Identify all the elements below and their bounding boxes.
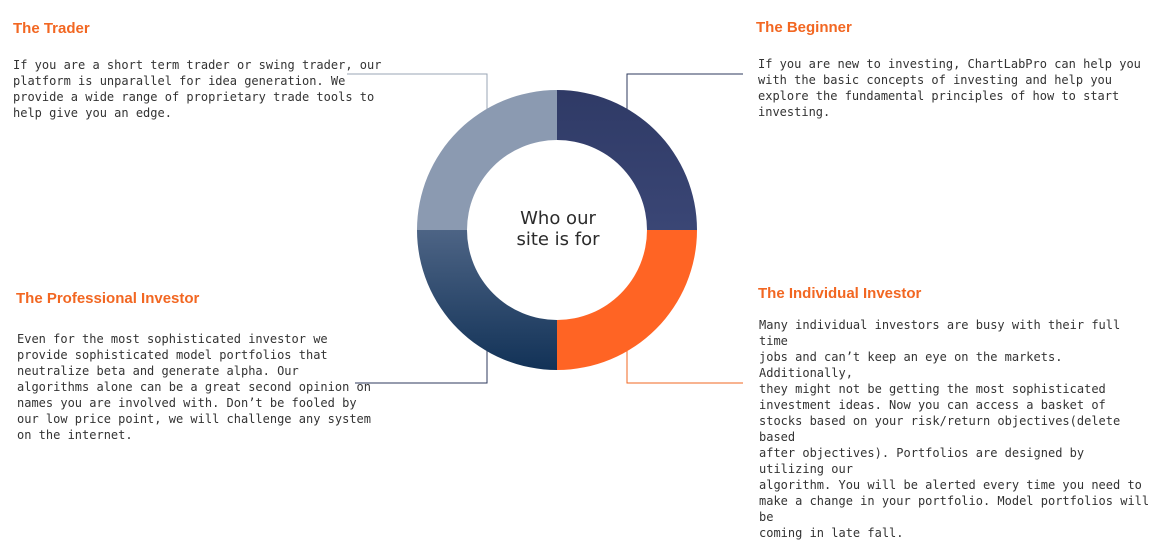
professional-line: names you are involved with. Don’t be fo…	[17, 396, 357, 410]
individual-line: jobs and can’t keep an eye on the market…	[759, 350, 1063, 380]
donut-diagram	[417, 90, 697, 370]
center-label-line1: Who our	[520, 208, 596, 229]
center-label: Who our site is for	[487, 208, 629, 250]
professional-line: algorithms alone can be a great second o…	[17, 380, 372, 394]
trader-line: provide a wide range of proprietary trad…	[13, 90, 375, 104]
professional-line: Even for the most sophisticated investor…	[17, 332, 328, 346]
individual-line: after objectives). Portfolios are design…	[759, 446, 1085, 476]
professional-line: provide sophisticated model portfolios t…	[17, 348, 328, 362]
individual-description: Many individual investors are busy with …	[759, 317, 1154, 541]
professional-description: Even for the most sophisticated investor…	[17, 331, 371, 443]
professional-line: our low price point, we will challenge a…	[17, 412, 372, 426]
segment-trader	[417, 90, 557, 230]
beginner-line: with the basic concepts of investing and…	[758, 73, 1113, 87]
individual-title: The Individual Investor	[758, 285, 922, 302]
trader-line: platform is unparallel for idea generati…	[13, 74, 346, 88]
connector-professional	[355, 345, 488, 384]
beginner-line: If you are new to investing, ChartLabPro…	[758, 57, 1141, 71]
trader-description: If you are a short term trader or swing …	[13, 57, 381, 121]
connector-lines	[347, 73, 743, 384]
beginner-description: If you are new to investing, ChartLabPro…	[758, 56, 1141, 120]
segment-professional	[417, 230, 557, 370]
beginner-title: The Beginner	[756, 19, 852, 36]
professional-title: The Professional Investor	[16, 290, 200, 307]
individual-line: investment ideas. Now you can access a b…	[759, 398, 1106, 412]
connector-trader	[347, 73, 488, 110]
segment-beginner	[557, 90, 697, 230]
beginner-line: investing.	[758, 105, 831, 119]
individual-line: algorithm. You will be alerted every tim…	[759, 478, 1142, 492]
individual-line: coming in late fall.	[759, 526, 904, 540]
individual-line: Many individual investors are busy with …	[759, 318, 1121, 348]
trader-line: help give you an edge.	[13, 106, 172, 120]
connector-individual	[626, 345, 743, 384]
individual-line: stocks based on your risk/return objecti…	[759, 414, 1121, 444]
center-label-line2: site is for	[516, 229, 600, 250]
trader-title: The Trader	[13, 20, 90, 37]
segment-individual	[557, 230, 697, 370]
trader-line: If you are a short term trader or swing …	[13, 58, 382, 72]
individual-line: they might not be getting the most sophi…	[759, 382, 1106, 396]
professional-line: neutralize beta and generate alpha. Our	[17, 364, 299, 378]
connector-beginner	[626, 73, 743, 110]
individual-line: make a change in your portfolio. Model p…	[759, 494, 1150, 524]
professional-line: on the internet.	[17, 428, 133, 442]
beginner-line: explore the fundamental principles of ho…	[758, 89, 1120, 103]
